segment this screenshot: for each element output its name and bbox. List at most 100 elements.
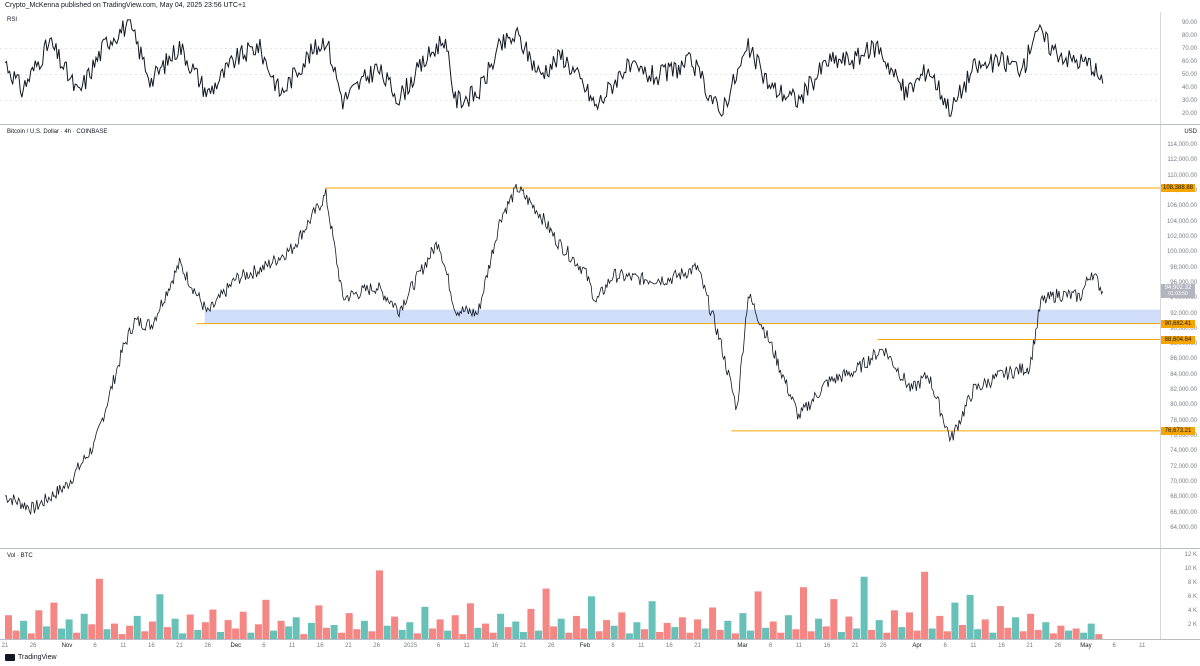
- volume-bar: [565, 632, 573, 639]
- volume-bar: [815, 618, 823, 639]
- volume-bar: [1087, 623, 1095, 639]
- volume-bar: [1072, 628, 1080, 639]
- volume-bar: [65, 619, 73, 639]
- time-axis-tick: 16: [148, 643, 155, 649]
- level-price-badge: 108,388.88: [1161, 183, 1195, 192]
- volume-bar: [837, 632, 845, 639]
- volume-bar: [656, 632, 664, 639]
- volume-bar: [1057, 625, 1065, 639]
- volume-bar: [315, 605, 323, 639]
- volume-bar: [527, 608, 535, 639]
- volume-bar: [535, 630, 542, 639]
- volume-bar: [156, 594, 164, 639]
- rsi-axis-tick: 30.00: [1181, 97, 1197, 104]
- rsi-series-line: [4, 19, 1104, 117]
- time-axis-tick: 21: [1026, 643, 1033, 649]
- rsi-axis[interactable]: 90.00 80.00 70.00 60.00 50.00 40.00 30.00 20.00: [1160, 12, 1200, 124]
- volume-bar: [73, 632, 81, 639]
- time-axis-tick: Mar: [737, 643, 748, 649]
- volume-bar: [133, 615, 141, 639]
- volume-bar: [247, 632, 255, 639]
- time-axis-tick: 21: [176, 643, 183, 649]
- volume-bar: [557, 618, 565, 639]
- pane-separator-top[interactable]: [0, 124, 1200, 125]
- currency-label: USD: [1184, 129, 1197, 135]
- volume-bar: [959, 625, 966, 639]
- volume-bar: [989, 632, 997, 639]
- price-axis-tick: 114,000.00: [1167, 142, 1197, 148]
- volume-bar: [784, 615, 792, 639]
- volume-bar: [678, 617, 686, 639]
- volume-bar: [497, 613, 505, 639]
- volume-bar: [709, 607, 717, 639]
- volume-bar: [1019, 631, 1027, 639]
- price-axis-tick: 64,000.00: [1170, 525, 1197, 531]
- volume-bar: [262, 599, 270, 639]
- time-axis-tick: 16: [998, 643, 1005, 649]
- rsi-pane-label: RSI: [7, 17, 18, 23]
- volume-bar: [27, 633, 35, 639]
- rsi-axis-tick: 70.00: [1181, 45, 1197, 52]
- volume-bar: [641, 629, 648, 639]
- volume-axis-tick: 6 K: [1187, 594, 1197, 600]
- volume-axis-tick: 8 K: [1187, 580, 1197, 586]
- volume-bar: [330, 625, 338, 639]
- price-axis-tick: 78,000.00: [1170, 417, 1197, 424]
- volume-bar: [141, 631, 149, 639]
- time-axis-tick: 11: [1139, 643, 1146, 649]
- price-axis-tick: 100,000.00: [1166, 249, 1197, 256]
- volume-bar: [633, 622, 641, 639]
- time-axis-tick: 16: [823, 643, 831, 649]
- volume-bar: [580, 628, 588, 639]
- volume-bar: [731, 633, 739, 639]
- volume-bar: [595, 631, 603, 639]
- volume-bar: [429, 628, 436, 639]
- volume-bar: [5, 615, 12, 639]
- price-series-line: [4, 183, 1104, 516]
- volume-bar: [1027, 613, 1035, 639]
- volume-bar: [368, 631, 376, 639]
- time-axis-separator: [0, 639, 1200, 640]
- volume-bar: [974, 629, 982, 639]
- volume-bar: [50, 602, 58, 639]
- time-axis-tick: 21: [694, 643, 701, 649]
- pane-separator-bottom[interactable]: [0, 548, 1200, 549]
- last-price-countdown: 01:03:50: [1168, 291, 1188, 298]
- volume-bar: [860, 576, 868, 639]
- price-axis-tick: 92,000.00: [1170, 310, 1197, 317]
- time-axis-tick: 21: [1, 643, 9, 649]
- volume-bar: [42, 626, 50, 639]
- volume-axis[interactable]: 12 K 10 K 8 K 6 K 4 K 2 K: [1160, 549, 1200, 639]
- volume-bar: [239, 611, 247, 639]
- last-price-badge: 94,902.32 01:03:50: [1161, 284, 1195, 299]
- volume-bar: [936, 615, 944, 639]
- volume-axis-tick: 10 K: [1184, 566, 1197, 572]
- volume-bar: [504, 627, 512, 639]
- volume-bar: [201, 622, 209, 639]
- tradingview-logo-icon: [5, 654, 15, 661]
- volume-bar: [671, 627, 679, 639]
- volume-bar: [610, 625, 618, 639]
- volume-bar: [444, 630, 452, 639]
- volume-bar: [95, 578, 103, 639]
- volume-bar: [118, 634, 126, 639]
- price-axis-tick: 72,000.00: [1170, 463, 1197, 470]
- price-axis-tick: 74,000.00: [1170, 448, 1197, 455]
- volume-bar: [338, 632, 346, 639]
- time-axis-tick: 21: [345, 643, 352, 649]
- price-axis-tick: 102,000.00: [1166, 233, 1197, 240]
- volume-bar: [179, 633, 187, 639]
- volume-bar: [376, 570, 383, 639]
- volume-bar: [103, 629, 111, 639]
- price-axis-tick: 68,000.00: [1170, 494, 1197, 501]
- volume-bar: [1004, 627, 1012, 639]
- time-axis-tick: 6: [943, 643, 947, 649]
- time-axis-tick: 11: [289, 643, 296, 649]
- volume-bar: [663, 622, 671, 639]
- time-axis-tick: 6: [436, 643, 441, 649]
- chart-canvas[interactable]: [0, 0, 1160, 666]
- price-axis-tick: 80,000.00: [1170, 402, 1197, 409]
- volume-bar: [88, 624, 96, 639]
- time-axis-tick: 11: [638, 643, 645, 649]
- volume-bar: [701, 628, 709, 639]
